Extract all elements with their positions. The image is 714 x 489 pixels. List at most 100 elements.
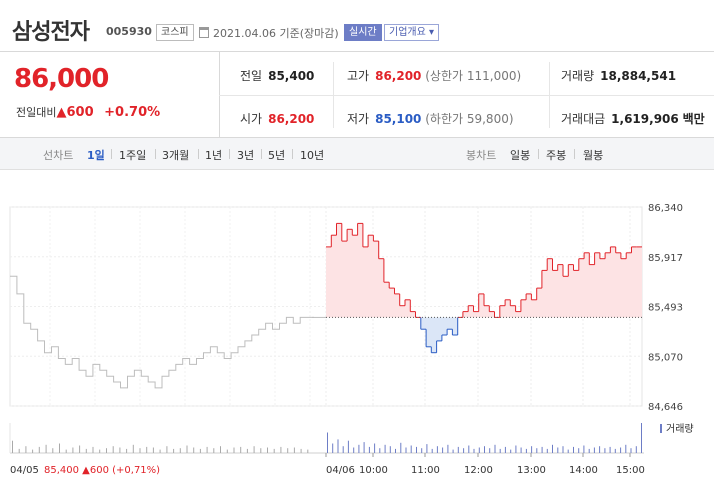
volume-bar-prev [38,446,40,453]
chart-toolbar: 선차트 1일 1주일 3개월 1년 3년 5년 10년 봉차트 일봉 주봉 월봉 [0,138,714,170]
period-weekly-candle[interactable]: 주봉 [546,149,567,162]
volume-bar-prev [126,448,128,453]
volume-bar-prev [12,440,13,453]
volume-bar-prev [52,448,54,453]
volume-bar-today [520,447,522,453]
volume-bar-today [630,448,632,453]
volume-bar-today [410,445,412,453]
x-tick-label: 11:00 [411,465,440,476]
volume-bar-prev [240,446,242,453]
y-tick-label: 86,340 [648,203,683,214]
stat-value: 85,100 [375,112,422,126]
volume-bar-today [457,446,459,453]
volume-bar-prev [300,448,302,453]
x-axis-ticks: 04/06 10:00 11:00 12:00 13:00 14:00 15:00 [325,453,645,476]
volume-bar-today [421,448,423,453]
volume-bar-today [635,446,637,453]
realtime-button[interactable]: 실시간 [344,24,382,41]
stat-label: 거래대금 [561,112,606,126]
period-1d[interactable]: 1일 [87,149,105,162]
volume-bar-today [620,447,622,453]
volume-bar-today [641,423,642,453]
volume-bar-prev [32,449,34,453]
price-chart: 86,340 85,917 85,493 85,070 84,646 04/06 10:0… [0,170,714,489]
volume-bar-today [358,444,360,453]
stat-value: 85,400 [268,69,315,83]
volume-bar-today [442,447,444,453]
volume-bar-today [525,448,527,453]
volume-bar-today [332,443,334,453]
volume-bar-prev [166,446,168,453]
volume-bar-today [510,449,512,453]
volume-bar-prev [287,448,289,453]
col-divider [333,62,334,128]
volume-bar-prev [99,449,101,453]
stat-label: 고가 [347,69,370,83]
volume-bar-today [499,448,501,453]
volume-legend: 거래량 [666,423,694,435]
volume-bar-prev [267,447,268,453]
volume-bar-today [531,446,533,453]
volume-bar-prev [152,447,154,453]
volume-bar-prev [139,448,141,453]
volume-bar-today [625,444,627,453]
volume-bar-today [588,448,590,453]
volume-bar-prev [65,449,67,453]
volume-bar-today [353,447,355,453]
period-3y[interactable]: 3년 [237,149,255,162]
volume-bar-prev [59,443,60,453]
volume-bar-today [416,446,417,453]
stat-value: 86,200 [375,69,422,83]
volume-bar-today [395,448,396,453]
stat-label: 저가 [347,112,370,126]
company-info-dropdown[interactable]: 기업개요 ▾ [384,24,439,41]
period-3m[interactable]: 3개월 [162,149,190,162]
volume-bar-prev [193,447,195,453]
volume-bar-today [389,446,391,453]
period-daily-candle[interactable]: 일봉 [510,149,531,162]
period-1w[interactable]: 1주일 [119,149,147,162]
change-label: 전일대비 [16,106,57,119]
volume-bar-today [578,448,580,453]
volume-bar-today [374,443,376,453]
volume-bar-today [614,448,616,453]
volume-bar-today [327,432,328,453]
volume-bar-today [489,448,491,453]
stat-value: 18,884,541 [600,69,677,83]
lower-limit: (하한가 59,800) [425,112,514,126]
stat-prev-close: 전일 85,400 [240,67,314,84]
chart-grid [9,206,643,407]
volume-bar-today [463,448,465,453]
volume-bar-today [363,442,365,453]
market-badge: 코스피 [156,24,194,41]
stat-value: 1,619,906 [611,112,679,126]
volume-bar-prev [132,444,134,453]
period-1y[interactable]: 1년 [205,149,223,162]
stock-header: 삼성전자 005930 코스피 2021.04.06 기준(장마감) 실시간 기… [0,0,714,52]
period-10y[interactable]: 10년 [300,149,325,162]
divider [292,149,293,159]
volume-bar-today [384,444,386,453]
stat-label: 시가 [240,112,263,126]
volume-bar-today [504,446,506,453]
stock-code: 005930 [106,25,152,38]
volume-bar-today [583,445,585,453]
period-5y[interactable]: 5년 [268,149,286,162]
current-price: 86,000 [14,64,109,94]
y-tick-label: 84,646 [648,402,683,413]
volume-bar-today [573,446,574,453]
price-panel: 86,000 전일대비▲600 +0.70% 전일 85,400 고가 86,200… [0,52,714,138]
divider [574,149,575,159]
prev-day-series [10,275,314,389]
volume-bar-prev [260,448,262,453]
volume-bar-prev [106,448,107,453]
divider [261,149,262,159]
volume-bar-today [473,448,475,453]
volume-bar-prev [253,446,255,453]
stat-value: 86,200 [268,112,315,126]
volume-bar-today [447,444,449,453]
volume-bar-today [405,447,407,453]
volume-bar-prev [92,446,94,453]
period-monthly-candle[interactable]: 월봉 [583,149,604,162]
x-tick-label: 10:00 [359,465,388,476]
